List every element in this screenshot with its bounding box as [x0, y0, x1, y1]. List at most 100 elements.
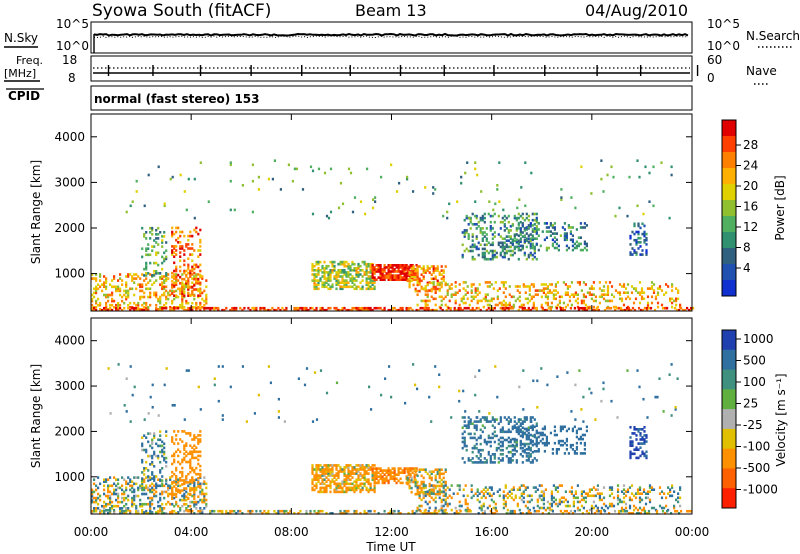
velocity-cell — [677, 492, 680, 495]
power-cell — [637, 241, 640, 244]
power-cell — [177, 306, 180, 310]
velocity-cell — [486, 506, 489, 510]
velocity-cell — [159, 460, 162, 464]
velocity-cell — [157, 484, 160, 488]
power-cell — [117, 301, 120, 305]
power-cell — [496, 184, 499, 187]
power-cell — [191, 234, 194, 238]
power-cell — [477, 220, 480, 224]
power-cell — [563, 222, 566, 225]
power-cell — [527, 255, 530, 259]
velocity-cell — [157, 438, 160, 442]
velocity-cell — [153, 494, 156, 498]
power-cell — [185, 208, 188, 212]
velocity-cell — [642, 488, 646, 491]
power-cell — [145, 237, 148, 240]
power-cell — [536, 293, 539, 296]
velocity-cell — [123, 498, 126, 502]
power-cell — [405, 274, 408, 277]
velocity-cell — [233, 509, 236, 513]
velocity-cell — [637, 442, 640, 445]
velocity-cell — [313, 468, 316, 471]
velocity-cell — [147, 432, 150, 435]
power-cell — [155, 303, 158, 307]
velocity-cell — [169, 476, 172, 479]
velocity-cell — [333, 488, 336, 492]
velocity-cell — [414, 484, 417, 488]
velocity-cell — [470, 484, 473, 487]
power-cell — [485, 237, 488, 240]
power-cell — [293, 308, 296, 312]
velocity-cell — [570, 490, 573, 493]
velocity-cell — [631, 440, 634, 443]
power-cell — [183, 294, 186, 297]
power-cell — [415, 308, 418, 312]
velocity-cell — [205, 492, 208, 496]
power-cell — [676, 308, 679, 312]
velocity-cell — [313, 476, 316, 479]
power-cell — [674, 306, 677, 310]
velocity-cell — [209, 509, 212, 513]
velocity-cell — [497, 442, 500, 446]
power-cell — [365, 283, 368, 286]
power-cell — [171, 292, 174, 295]
velocity-cell — [416, 480, 419, 484]
power-cell — [478, 291, 481, 294]
power-cell — [195, 277, 198, 280]
velocity-cell — [501, 453, 504, 456]
velocity-cell — [519, 439, 522, 443]
power-cell — [484, 293, 487, 296]
velocity-cell — [507, 420, 510, 423]
power-cell — [505, 251, 508, 255]
power-cell — [165, 289, 168, 293]
velocity-cell — [189, 493, 192, 496]
velocity-cell — [585, 429, 588, 433]
velocity-cell — [579, 435, 582, 439]
velocity-cell — [167, 494, 170, 498]
velocity-cell — [197, 442, 200, 445]
velocity-cell — [359, 512, 362, 515]
velocity-cell — [323, 490, 326, 494]
power-cell — [579, 306, 582, 310]
power-cell — [401, 266, 404, 269]
power-cell — [499, 241, 502, 245]
velocity-cell — [145, 486, 148, 490]
velocity-cell — [469, 459, 472, 462]
power-cell — [375, 306, 378, 310]
velocity-cell — [648, 486, 652, 489]
power-cell — [605, 306, 609, 310]
power-cell — [608, 299, 612, 303]
velocity-cell — [487, 420, 490, 423]
power-cell — [576, 281, 579, 284]
velocity-cell — [443, 509, 446, 513]
velocity-cell — [594, 418, 597, 421]
velocity-cell — [529, 455, 532, 458]
velocity-cell — [629, 454, 632, 458]
velocity-cell — [517, 431, 520, 435]
power-cell — [532, 283, 535, 286]
power-cell — [620, 285, 624, 288]
power-cell — [547, 226, 550, 229]
velocity-cell — [514, 494, 517, 498]
power-cell — [584, 303, 587, 307]
velocity-cell — [509, 459, 512, 462]
power-cell — [397, 274, 400, 277]
velocity-cell — [596, 488, 599, 491]
power-cell — [598, 301, 601, 305]
power-cell — [199, 283, 202, 286]
velocity-cell — [663, 492, 666, 495]
velocity-cell — [107, 509, 110, 512]
power-cell — [542, 291, 545, 294]
velocity-cell — [199, 454, 202, 458]
power-cell — [315, 283, 318, 286]
velocity-cell — [201, 488, 204, 492]
velocity-cell — [403, 469, 406, 472]
power-cell — [573, 246, 576, 250]
power-cell — [492, 287, 495, 290]
power-cell — [532, 295, 535, 299]
power-cell — [433, 308, 436, 312]
velocity-cell — [171, 493, 174, 496]
power-cell — [641, 232, 644, 236]
velocity-cell — [151, 486, 154, 490]
